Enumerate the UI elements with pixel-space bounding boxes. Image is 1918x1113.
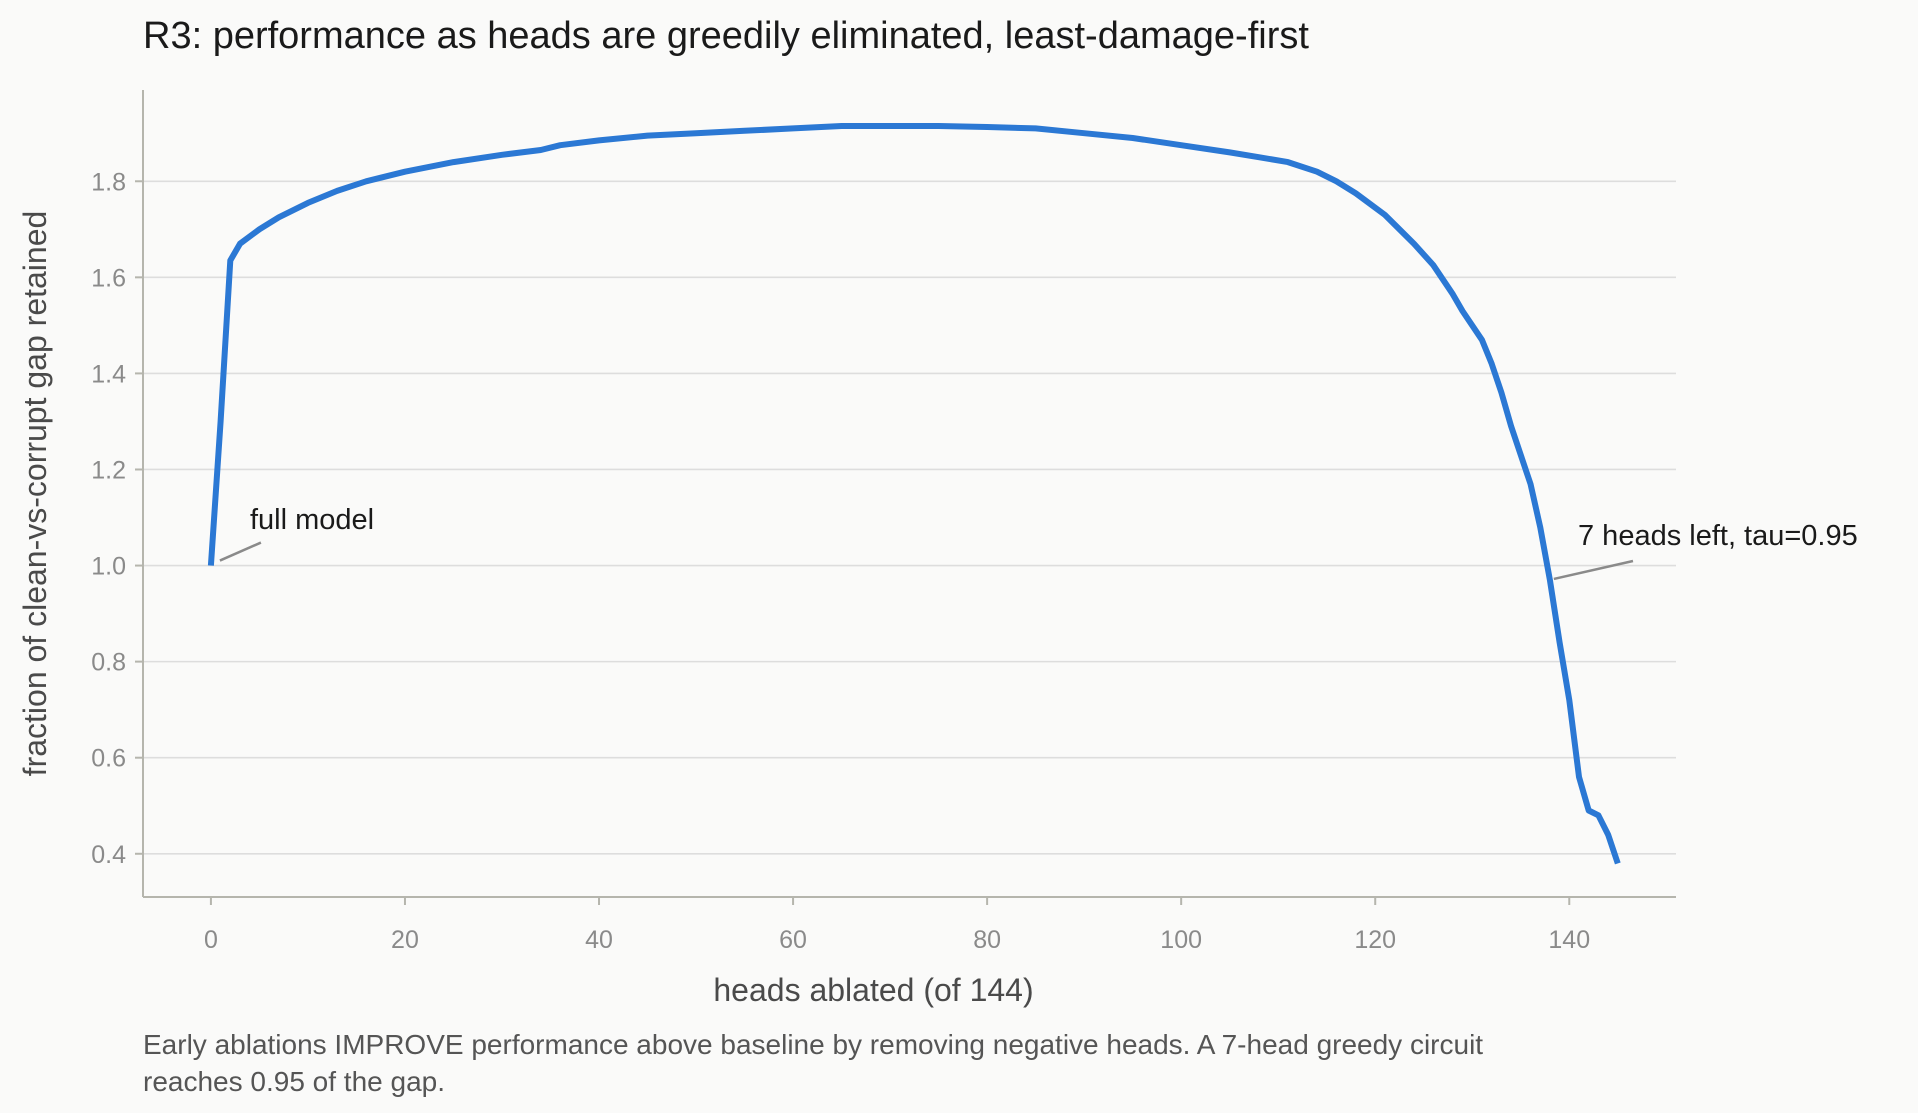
y-tick-label-4: 1.2 bbox=[91, 456, 126, 484]
y-tick-label-1: 0.6 bbox=[91, 745, 126, 773]
x-ticks: 0 20 40 60 80 100 120 140 bbox=[204, 897, 1590, 954]
series bbox=[207, 123, 1621, 865]
x-tick-label-3: 60 bbox=[779, 926, 807, 954]
x-tick-label-6: 120 bbox=[1354, 926, 1396, 954]
gridlines bbox=[143, 180, 1676, 855]
y-tick-label-0: 0.4 bbox=[91, 841, 126, 869]
series-line-0 bbox=[207, 123, 1621, 865]
x-tick-label-0: 0 bbox=[204, 926, 218, 954]
x-tick-label-2: 40 bbox=[585, 926, 613, 954]
y-ticks: 0.4 0.6 0.8 1.0 1.2 1.4 1.6 1.8 bbox=[91, 168, 143, 869]
y-tick-label-2: 0.8 bbox=[91, 649, 126, 677]
annotation-arrow-full-model bbox=[219, 541, 262, 562]
x-tick-label-4: 80 bbox=[973, 926, 1001, 954]
y-tick-label-3: 1.0 bbox=[91, 553, 126, 581]
caption-line-2: reaches 0.95 of the gap. bbox=[143, 1066, 445, 1097]
x-tick-label-1: 20 bbox=[391, 926, 419, 954]
caption-line-1: Early ablations IMPROVE performance abov… bbox=[143, 1029, 1483, 1060]
annotation-arrow-7-heads bbox=[1553, 559, 1634, 581]
y-tick-label-5: 1.4 bbox=[91, 360, 126, 388]
axes bbox=[142, 90, 1676, 898]
x-tick-label-5: 100 bbox=[1160, 926, 1202, 954]
annotation-7-heads: 7 heads left, tau=0.95 bbox=[1578, 520, 1858, 552]
annotations: full model 7 heads left, tau=0.95 bbox=[219, 504, 1858, 581]
x-axis-label: heads ablated (of 144) bbox=[713, 972, 1033, 1008]
y-tick-label-7: 1.8 bbox=[91, 168, 126, 196]
x-tick-label-7: 140 bbox=[1548, 926, 1590, 954]
chart-title: R3: performance as heads are greedily el… bbox=[143, 15, 1309, 57]
annotation-full-model: full model bbox=[250, 504, 374, 536]
y-axis-label: fraction of clean-vs-corrupt gap retaine… bbox=[17, 211, 53, 777]
y-tick-label-6: 1.6 bbox=[91, 264, 126, 292]
